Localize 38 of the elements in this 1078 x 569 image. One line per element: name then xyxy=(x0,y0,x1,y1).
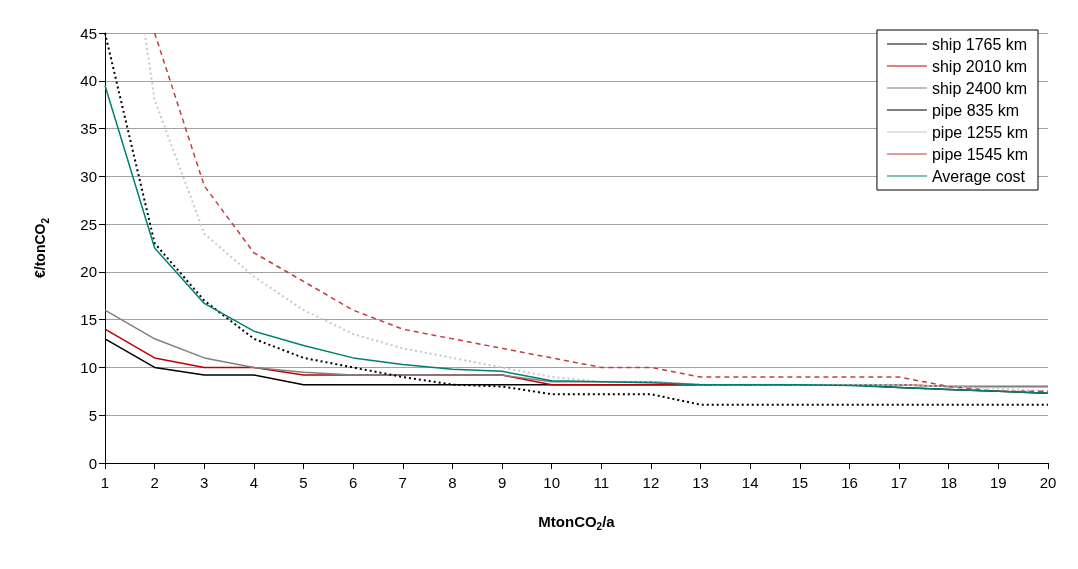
x-tick-label: 11 xyxy=(593,474,610,491)
x-tick-label: 18 xyxy=(940,474,958,491)
y-tick-label: 25 xyxy=(80,215,97,233)
y-tick-label: 35 xyxy=(80,120,97,138)
legend-label: pipe 1255 km xyxy=(931,123,1028,141)
legend-label: Average cost xyxy=(931,167,1026,185)
x-tick-label: 17 xyxy=(890,474,908,491)
x-tick-label: 6 xyxy=(348,474,358,491)
y-tick-label: 40 xyxy=(80,72,97,90)
legend-label: ship 1765 km xyxy=(931,35,1028,53)
x-tick-label: 5 xyxy=(299,474,308,491)
x-tick-label: 12 xyxy=(642,474,660,491)
legend-label: pipe 835 km xyxy=(931,101,1020,119)
y-tick-label: 10 xyxy=(80,358,97,376)
x-tick-label: 13 xyxy=(692,474,709,491)
x-tick-label: 8 xyxy=(448,474,457,491)
y-tick-label: 15 xyxy=(80,311,97,329)
legend-label: pipe 1545 km xyxy=(931,145,1028,163)
x-tick-label: 3 xyxy=(200,474,209,491)
x-tick-label: 9 xyxy=(497,474,507,491)
x-tick-label: 2 xyxy=(150,474,159,491)
x-tick-label: 4 xyxy=(249,474,259,491)
y-axis-title: €/tonCO2 xyxy=(32,217,51,279)
y-tick-label: 0 xyxy=(88,454,97,472)
x-tick-label: 14 xyxy=(741,474,759,491)
x-tick-label: 16 xyxy=(841,474,858,491)
y-tick-label: 5 xyxy=(88,406,97,424)
y-tick-label: 30 xyxy=(80,167,97,185)
x-tick-label: 19 xyxy=(990,474,1007,491)
x-tick-label: 7 xyxy=(398,474,407,491)
x-tick-label: 15 xyxy=(791,474,809,491)
y-tick-label: 45 xyxy=(80,24,97,42)
legend-label: ship 2400 km xyxy=(931,79,1028,97)
x-tick-label: 1 xyxy=(100,474,110,491)
legend-label: ship 2010 km xyxy=(931,57,1028,75)
x-tick-label: 10 xyxy=(543,474,561,491)
y-tick-label: 20 xyxy=(80,263,97,281)
x-tick-label: 20 xyxy=(1039,474,1057,491)
